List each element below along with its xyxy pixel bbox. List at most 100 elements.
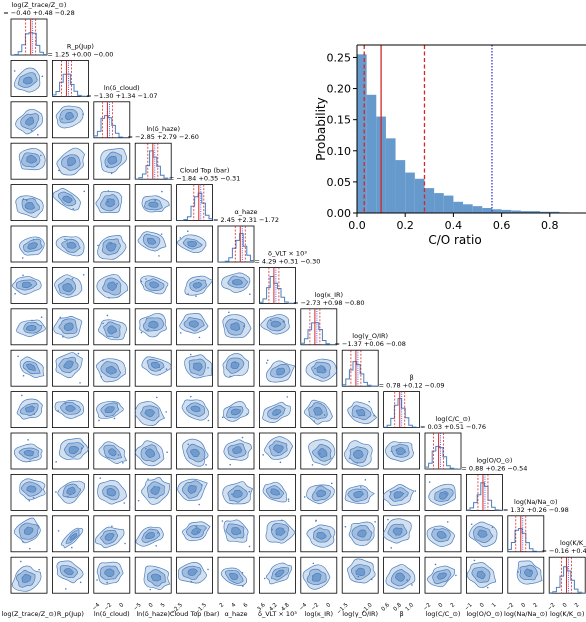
panel-content — [137, 231, 167, 257]
histogram-bar — [443, 195, 454, 213]
x-axis-label-5: α_haze — [224, 610, 247, 618]
contour-level — [316, 489, 327, 498]
x-tick-label: 0 — [520, 602, 527, 609]
sample-point — [124, 542, 126, 545]
panel-content — [17, 355, 45, 378]
contour-level — [352, 449, 364, 459]
contour-panel-13-6 — [258, 556, 296, 594]
parameter-title-1: R_p(Jup)= 1.25 +0.00 −0.00 — [47, 42, 113, 58]
contour-panel-7-0 — [10, 308, 48, 346]
panel-content — [96, 358, 126, 383]
contour-level — [26, 363, 37, 371]
x-axis-label-2: ln(δ_cloud) — [94, 610, 130, 618]
contour-panel-9-7 — [300, 391, 338, 429]
sample-point — [25, 199, 28, 202]
sample-point — [113, 417, 116, 420]
x-tick-label: −2 — [547, 602, 557, 612]
contour-level — [107, 281, 118, 292]
contour-panel-7-6 — [258, 308, 296, 346]
panel-frame — [52, 515, 89, 553]
contour-panel-4-3 — [134, 184, 172, 222]
contour-panel-12-0 — [10, 515, 48, 553]
contour-level — [230, 361, 240, 370]
sample-point — [179, 237, 182, 239]
panel-content — [54, 273, 85, 298]
marginal-panel-8-8 — [341, 349, 379, 387]
sample-point — [190, 580, 193, 583]
panel-content — [135, 440, 168, 467]
sample-point — [158, 255, 160, 257]
sample-point — [303, 496, 306, 498]
x-axis-label-6: δ_VLT × 10³ — [258, 610, 297, 618]
panel-content — [428, 481, 456, 506]
panel-content — [383, 518, 412, 549]
contour-panel-11-6 — [258, 473, 296, 511]
histogram-bar — [501, 209, 512, 213]
contour-level — [187, 484, 197, 494]
y-tick-label: 0.20 — [327, 83, 352, 96]
parameter-name: δ_VLT × 10³ — [268, 249, 307, 257]
sample-point — [444, 493, 447, 495]
contour-panel-10-7 — [300, 432, 338, 470]
contour-panel-5-0 — [10, 225, 48, 263]
sample-point — [137, 499, 140, 502]
panel-frame — [176, 473, 214, 511]
contour-level — [272, 408, 282, 416]
x-axis-label-13: log(K/K_⊙) — [550, 610, 584, 618]
contour-panel-3-1 — [52, 142, 89, 180]
contour-level — [230, 408, 241, 416]
panel-content — [97, 235, 127, 260]
contour-level — [21, 281, 33, 289]
sample-point — [231, 493, 233, 495]
panel-content — [179, 312, 209, 339]
panel-content — [182, 438, 209, 467]
sample-point — [116, 282, 118, 285]
x-tick-label: 0 — [479, 602, 486, 609]
panel-content — [181, 395, 210, 422]
panel-content — [93, 101, 130, 138]
sample-point — [155, 396, 158, 399]
contour-panel-9-8 — [341, 391, 379, 429]
sample-point — [374, 521, 376, 523]
panel-content — [15, 108, 44, 136]
sample-point — [263, 577, 266, 580]
parameter-name: Cloud Top (bar) — [180, 167, 230, 175]
parameter-title-11: log(O/O_⊙)= 0.88 +0.26 −0.54 — [461, 456, 527, 472]
contour-panel-7-4 — [176, 308, 214, 346]
sample-point — [108, 297, 110, 299]
sample-point — [59, 316, 62, 319]
histogram-bar — [549, 211, 560, 213]
panel-content — [96, 401, 124, 422]
sample-point — [286, 396, 289, 398]
marginal-panel-12-12 — [507, 515, 545, 553]
sample-point — [79, 382, 81, 384]
parameter-name: α_haze — [234, 208, 257, 216]
panel-content — [218, 226, 254, 262]
parameter-summary: = 1.25 +0.00 −0.00 — [47, 50, 113, 58]
contour-panel-11-1 — [52, 473, 89, 511]
contour-panel-12-2 — [93, 515, 131, 553]
contour-level — [317, 448, 328, 458]
sample-point — [67, 495, 69, 498]
panel-content — [184, 275, 213, 297]
x-tick-label: 0.8 — [393, 602, 404, 613]
sample-point — [414, 490, 417, 492]
sample-point — [22, 274, 24, 277]
x-axis-label-1: R_p(Jup) — [57, 610, 84, 618]
sample-point — [529, 570, 531, 572]
panel-content — [262, 436, 294, 464]
contour-panel-1-0 — [10, 60, 48, 97]
contour-level — [106, 487, 116, 497]
contour-level — [231, 527, 242, 536]
contour-level — [145, 532, 155, 540]
contour-panel-6-5 — [217, 266, 255, 304]
sample-point — [100, 376, 103, 378]
sample-point — [117, 454, 120, 456]
parameter-title-3: ln(δ_haze)= −2.85 +2.79 −2.60 — [127, 125, 198, 141]
contour-level — [188, 320, 199, 328]
panel-content — [303, 399, 333, 425]
marginal-panel-9-9 — [383, 391, 421, 429]
contour-panel-4-1 — [52, 184, 89, 222]
marginal-histogram — [218, 233, 254, 262]
sample-point — [96, 579, 98, 581]
